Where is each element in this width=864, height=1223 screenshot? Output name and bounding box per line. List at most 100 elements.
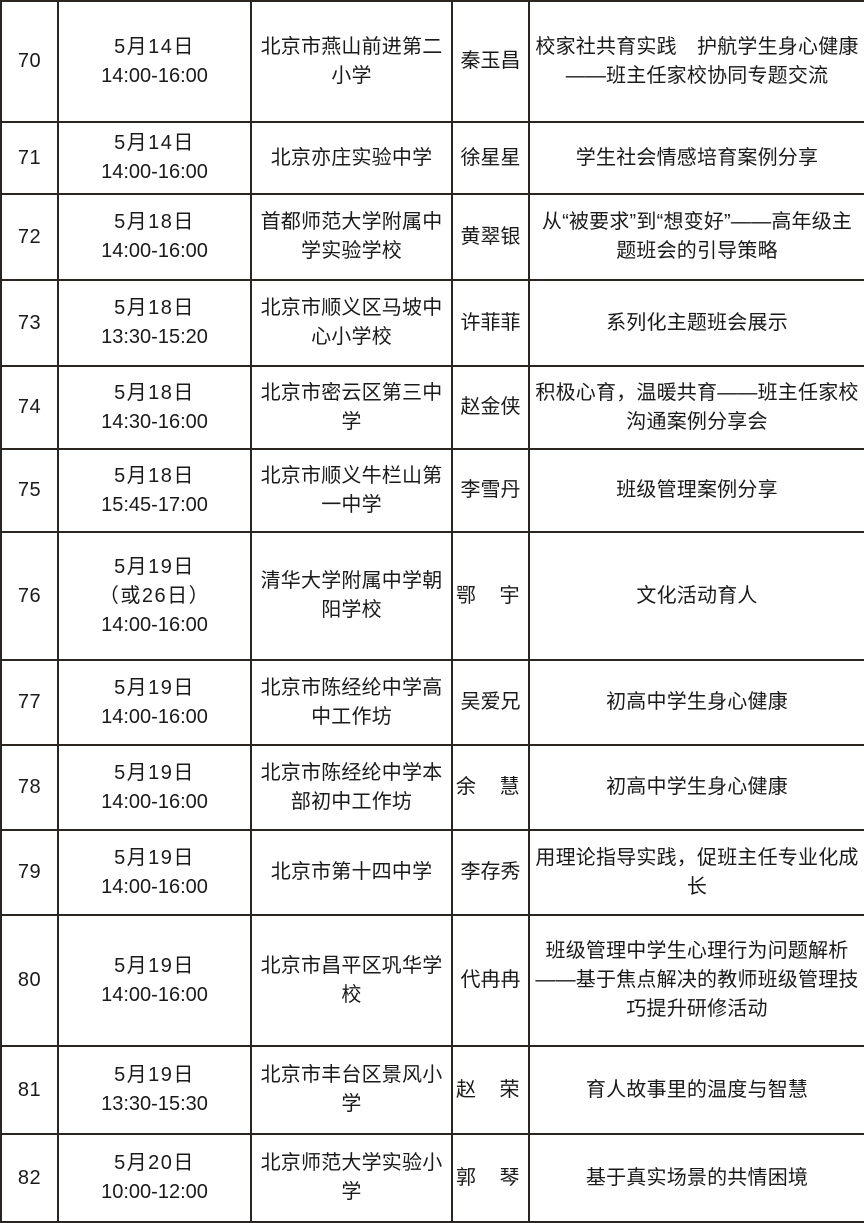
row-datetime: 5月18日 14:00-16:00 bbox=[57, 193, 252, 281]
row-presenter: 余 慧 bbox=[451, 744, 530, 831]
row-topic: 从“被要求”到“想变好”——高年级主题班会的引导策略 bbox=[528, 193, 864, 281]
row-time: 14:00-16:00 bbox=[101, 875, 208, 898]
table-row: 71 5月14日 14:00-16:00 北京亦庄实验中学 徐星星 学生社会情感培育案例分… bbox=[0, 121, 864, 195]
row-datetime: 5月19日 13:30-15:30 bbox=[57, 1045, 252, 1135]
table-row: 77 5月19日 14:00-16:00 北京市陈经纶中学高中工作坊 吴爱兄 初高中学生身… bbox=[0, 659, 864, 746]
row-date: 5月18日 bbox=[114, 297, 195, 319]
row-topic: 用理论指导实践，促班主任专业化成长 bbox=[528, 829, 864, 916]
row-date: 5月18日 bbox=[114, 211, 195, 233]
row-presenter: 徐星星 bbox=[451, 121, 530, 195]
row-presenter: 黄翠银 bbox=[451, 193, 530, 281]
row-school: 北京市燕山前进第二小学 bbox=[250, 0, 453, 123]
row-time: 14:00-16:00 bbox=[101, 983, 208, 1006]
row-time: 14:00-16:00 bbox=[101, 790, 208, 813]
row-presenter: 许菲菲 bbox=[451, 279, 530, 367]
row-school: 北京市丰台区景风小学 bbox=[250, 1045, 453, 1135]
row-school: 北京市顺义区马坡中心小学校 bbox=[250, 279, 453, 367]
row-index: 73 bbox=[0, 279, 59, 367]
row-date: 5月14日 bbox=[114, 132, 195, 154]
row-presenter: 李存秀 bbox=[451, 829, 530, 916]
table-row: 75 5月18日 15:45-17:00 北京市顺义牛栏山第一中学 李雪丹 班级管理案例分… bbox=[0, 448, 864, 533]
row-datetime: 5月18日 15:45-17:00 bbox=[57, 448, 252, 533]
row-topic: 文化活动育人 bbox=[528, 531, 864, 661]
row-school: 北京市密云区第三中学 bbox=[250, 365, 453, 450]
table-row: 78 5月19日 14:00-16:00 北京市陈经纶中学本部初中工作坊余 慧初高中学… bbox=[0, 744, 864, 831]
row-presenter: 赵金侠 bbox=[451, 365, 530, 450]
table-row: 76 5月19日 （或26日） 14:00-16:00 清华大学附属中学朝阳学校鄂 宇文… bbox=[0, 531, 864, 661]
row-datetime: 5月19日 14:00-16:00 bbox=[57, 744, 252, 831]
row-date-alternate: （或26日） bbox=[98, 584, 211, 607]
row-index: 72 bbox=[0, 193, 59, 281]
row-index: 82 bbox=[0, 1133, 59, 1223]
row-topic: 班级管理中学生心理行为问题解析——基于焦点解决的教师班级管理技巧提升研修活动 bbox=[528, 914, 864, 1047]
row-presenter: 赵 荣 bbox=[451, 1045, 530, 1135]
row-datetime: 5月18日 13:30-15:20 bbox=[57, 279, 252, 367]
row-datetime: 5月19日 14:00-16:00 bbox=[57, 659, 252, 746]
row-date: 5月19日 bbox=[114, 761, 195, 784]
row-presenter: 郭 琴 bbox=[451, 1133, 530, 1223]
row-date: 5月20日 bbox=[114, 1152, 195, 1174]
row-date: 5月19日 bbox=[114, 846, 195, 869]
row-date: 5月19日 bbox=[114, 1064, 195, 1086]
table-row: 82 5月20日 10:00-12:00 北京师范大学实验小学郭 琴基于真实场景的共情… bbox=[0, 1133, 864, 1223]
row-index: 75 bbox=[0, 448, 59, 533]
row-time: 14:30-16:00 bbox=[101, 410, 208, 433]
row-datetime: 5月19日 14:00-16:00 bbox=[57, 914, 252, 1047]
row-index: 74 bbox=[0, 365, 59, 450]
row-time: 14:00-16:00 bbox=[101, 161, 208, 183]
row-time: 10:00-12:00 bbox=[101, 1181, 208, 1203]
row-school: 北京市陈经纶中学高中工作坊 bbox=[250, 659, 453, 746]
row-topic: 积极心育，温暖共育——班主任家校沟通案例分享会 bbox=[528, 365, 864, 450]
table-row: 72 5月18日 14:00-16:00 首都师范大学附属中学实验学校 黄翠银 从“被要求… bbox=[0, 193, 864, 281]
row-index: 76 bbox=[0, 531, 59, 661]
row-presenter: 吴爱兄 bbox=[451, 659, 530, 746]
row-index: 70 bbox=[0, 0, 59, 123]
row-time: 14:00-16:00 bbox=[101, 64, 208, 87]
row-date: 5月19日 bbox=[114, 954, 195, 977]
table-row: 81 5月19日 13:30-15:30 北京市丰台区景风小学赵 荣育人故事里的温度与… bbox=[0, 1045, 864, 1135]
table-row: 80 5月19日 14:00-16:00 北京市昌平区巩华学校 代冉冉 班级管理中学生心理… bbox=[0, 914, 864, 1047]
row-index: 71 bbox=[0, 121, 59, 195]
row-topic: 初高中学生身心健康 bbox=[528, 744, 864, 831]
row-index: 80 bbox=[0, 914, 59, 1047]
row-topic: 育人故事里的温度与智慧 bbox=[528, 1045, 864, 1135]
row-presenter: 鄂 宇 bbox=[451, 531, 530, 661]
row-index: 79 bbox=[0, 829, 59, 916]
row-time: 15:45-17:00 bbox=[101, 493, 208, 516]
table-row: 74 5月18日 14:30-16:00 北京市密云区第三中学 赵金侠 积极心育，温暖共育… bbox=[0, 365, 864, 450]
row-school: 清华大学附属中学朝阳学校 bbox=[250, 531, 453, 661]
row-school: 北京师范大学实验小学 bbox=[250, 1133, 453, 1223]
row-time: 14:00-16:00 bbox=[101, 613, 208, 636]
row-presenter: 李雪丹 bbox=[451, 448, 530, 533]
row-date: 5月14日 bbox=[114, 35, 195, 58]
row-school: 北京市陈经纶中学本部初中工作坊 bbox=[250, 744, 453, 831]
row-index: 78 bbox=[0, 744, 59, 831]
row-datetime: 5月18日 14:30-16:00 bbox=[57, 365, 252, 450]
row-index: 77 bbox=[0, 659, 59, 746]
row-school: 北京市第十四中学 bbox=[250, 829, 453, 916]
row-topic: 校家社共育实践 护航学生身心健康——班主任家校协同专题交流 bbox=[528, 0, 864, 123]
row-school: 北京市顺义牛栏山第一中学 bbox=[250, 448, 453, 533]
row-date: 5月19日 bbox=[114, 676, 195, 699]
table-row: 79 5月19日 14:00-16:00 北京市第十四中学 李存秀 用理论指导实践，促班主… bbox=[0, 829, 864, 916]
row-school: 首都师范大学附属中学实验学校 bbox=[250, 193, 453, 281]
row-school: 北京市昌平区巩华学校 bbox=[250, 914, 453, 1047]
row-index: 81 bbox=[0, 1045, 59, 1135]
row-date: 5月19日 bbox=[114, 555, 195, 578]
row-datetime: 5月19日 （或26日） 14:00-16:00 bbox=[57, 531, 252, 661]
row-datetime: 5月14日 14:00-16:00 bbox=[57, 0, 252, 123]
row-time: 14:00-16:00 bbox=[101, 705, 208, 728]
row-topic: 基于真实场景的共情困境 bbox=[528, 1133, 864, 1223]
row-topic: 系列化主题班会展示 bbox=[528, 279, 864, 367]
row-topic: 学生社会情感培育案例分享 bbox=[528, 121, 864, 195]
row-datetime: 5月19日 14:00-16:00 bbox=[57, 829, 252, 916]
row-time: 14:00-16:00 bbox=[101, 240, 208, 262]
table-row: 73 5月18日 13:30-15:20 北京市顺义区马坡中心小学校 许菲菲 系列化主题班… bbox=[0, 279, 864, 367]
row-topic: 班级管理案例分享 bbox=[528, 448, 864, 533]
table-row: 70 5月14日 14:00-16:00 北京市燕山前进第二小学 秦玉昌 校家社共育实践 … bbox=[0, 0, 864, 123]
row-datetime: 5月20日 10:00-12:00 bbox=[57, 1133, 252, 1223]
row-date: 5月18日 bbox=[114, 464, 195, 487]
row-date: 5月18日 bbox=[114, 381, 195, 404]
